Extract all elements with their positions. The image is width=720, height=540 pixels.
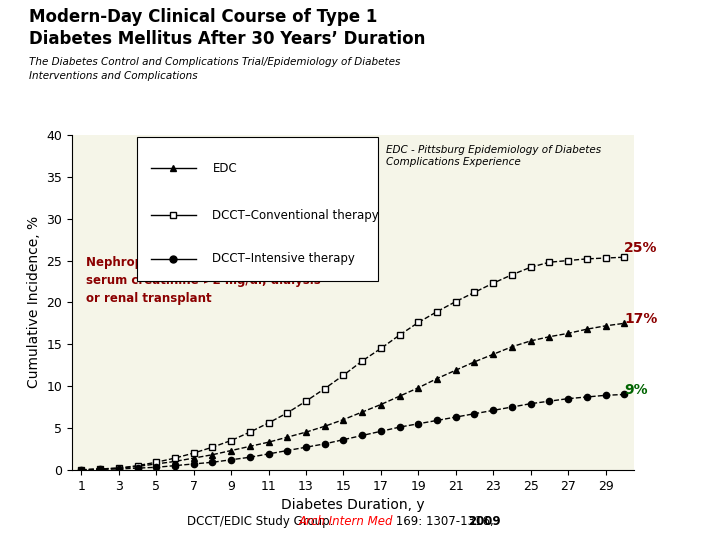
Text: Modern-Day Clinical Course of Type 1: Modern-Day Clinical Course of Type 1 bbox=[29, 8, 377, 26]
Text: 9%: 9% bbox=[624, 383, 648, 397]
Text: Nephropathy: AER >300 mg/24h,
serum creatinine >2 mg/dl, dialysis
or renal trans: Nephropathy: AER >300 mg/24h, serum crea… bbox=[86, 255, 321, 305]
Text: EDC: EDC bbox=[212, 162, 237, 175]
X-axis label: Diabetes Duration, y: Diabetes Duration, y bbox=[281, 498, 425, 512]
Text: 169: 1307-1316,: 169: 1307-1316, bbox=[392, 515, 498, 528]
Y-axis label: Cumulative Incidence, %: Cumulative Incidence, % bbox=[27, 217, 41, 388]
Text: 17%: 17% bbox=[624, 312, 657, 326]
Text: DCCT/EDIC Study Group.: DCCT/EDIC Study Group. bbox=[187, 515, 338, 528]
Text: DCCT–Conventional therapy: DCCT–Conventional therapy bbox=[212, 209, 379, 222]
Text: 2009: 2009 bbox=[468, 515, 500, 528]
Text: Diabetes Mellitus After 30 Years’ Duration: Diabetes Mellitus After 30 Years’ Durati… bbox=[29, 30, 426, 48]
Text: 25%: 25% bbox=[624, 241, 658, 255]
Text: Arch Intern Med: Arch Intern Med bbox=[299, 515, 393, 528]
Text: EDC - Pittsburg Epidemiology of Diabetes
Complications Experience: EDC - Pittsburg Epidemiology of Diabetes… bbox=[387, 145, 602, 167]
Text: DCCT–Intensive therapy: DCCT–Intensive therapy bbox=[212, 252, 355, 265]
Text: The Diabetes Control and Complications Trial/Epidemiology of Diabetes
Interventi: The Diabetes Control and Complications T… bbox=[29, 57, 400, 80]
FancyBboxPatch shape bbox=[137, 137, 378, 281]
